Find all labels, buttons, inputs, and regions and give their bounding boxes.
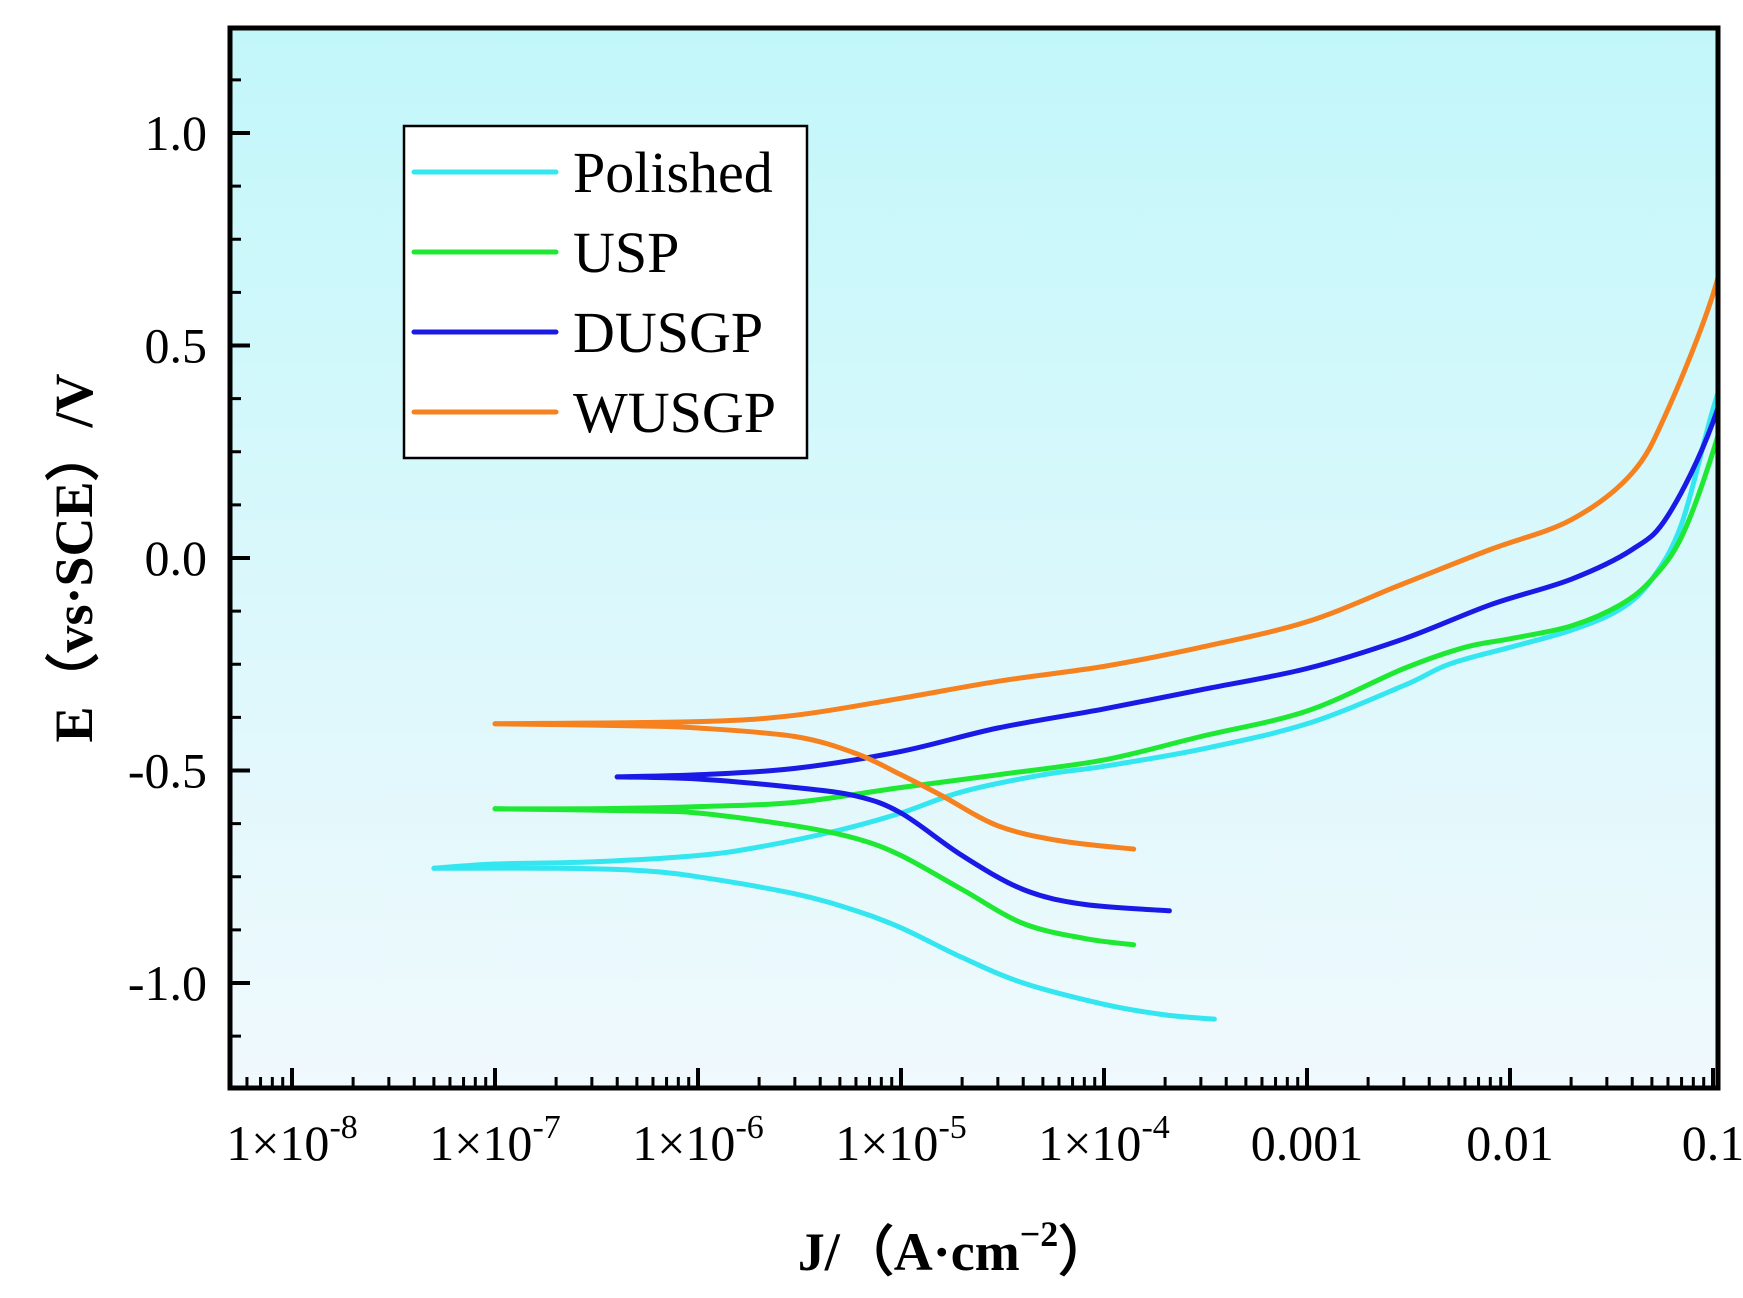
x-axis-title-main: J/（A·cm xyxy=(798,1222,1020,1282)
y-tick-label: -1.0 xyxy=(128,955,207,1011)
series-polished-anodic-line xyxy=(431,384,1718,871)
x-tick-label: 0.1 xyxy=(1682,1115,1743,1171)
legend-label-dusgp: DUSGP xyxy=(573,300,763,365)
x-tick-label: 1×10-7 xyxy=(429,1109,561,1171)
x-axis-title-superscript: −2 xyxy=(1020,1214,1059,1254)
x-tick-label: 1×10-4 xyxy=(1038,1109,1170,1171)
legend-label-usp: USP xyxy=(573,220,679,285)
x-axis-title-close: ） xyxy=(1058,1222,1112,1282)
tick-labels-layer: 1×10-8 1×10-7 1×10-6 1×10-5 1×10-4 0.001 0.01 0… xyxy=(128,105,1743,1171)
legend-label-wusgp: WUSGP xyxy=(573,380,776,445)
y-axis-title: E（vs·SCE）/V xyxy=(44,373,104,742)
series-dusgp-cathodic-line xyxy=(614,774,1172,914)
series-dusgp-anodic-line xyxy=(614,399,1718,780)
series-usp-anodic-line xyxy=(492,427,1718,812)
x-tick-label: 1×10-5 xyxy=(835,1109,967,1171)
y-tick-label: 0.5 xyxy=(145,318,208,374)
legend: Polished USP DUSGP WUSGP xyxy=(402,124,809,460)
legend-box xyxy=(402,124,809,460)
x-tick-label: 0.01 xyxy=(1466,1115,1554,1171)
legend-label-polished: Polished xyxy=(573,140,773,205)
series-polished-cathodic-line xyxy=(431,865,1217,1022)
series-layer xyxy=(431,268,1718,1022)
series-wusgp-cathodic-line xyxy=(492,721,1137,852)
legend-items: Polished USP DUSGP WUSGP xyxy=(411,140,776,445)
x-axis-title: J/（A·cm−2） xyxy=(798,1214,1112,1282)
y-tick-label: 1.0 xyxy=(145,105,208,161)
series-usp-cathodic-line xyxy=(492,806,1137,948)
ticks-layer xyxy=(230,78,1715,1088)
x-tick-label: 0.001 xyxy=(1251,1115,1364,1171)
x-tick-label: 1×10-8 xyxy=(226,1109,358,1171)
x-tick-label: 1×10-6 xyxy=(632,1109,764,1171)
y-tick-label: 0.0 xyxy=(145,530,208,586)
series-wusgp-anodic-line xyxy=(492,268,1718,727)
y-tick-label: -0.5 xyxy=(128,743,207,799)
